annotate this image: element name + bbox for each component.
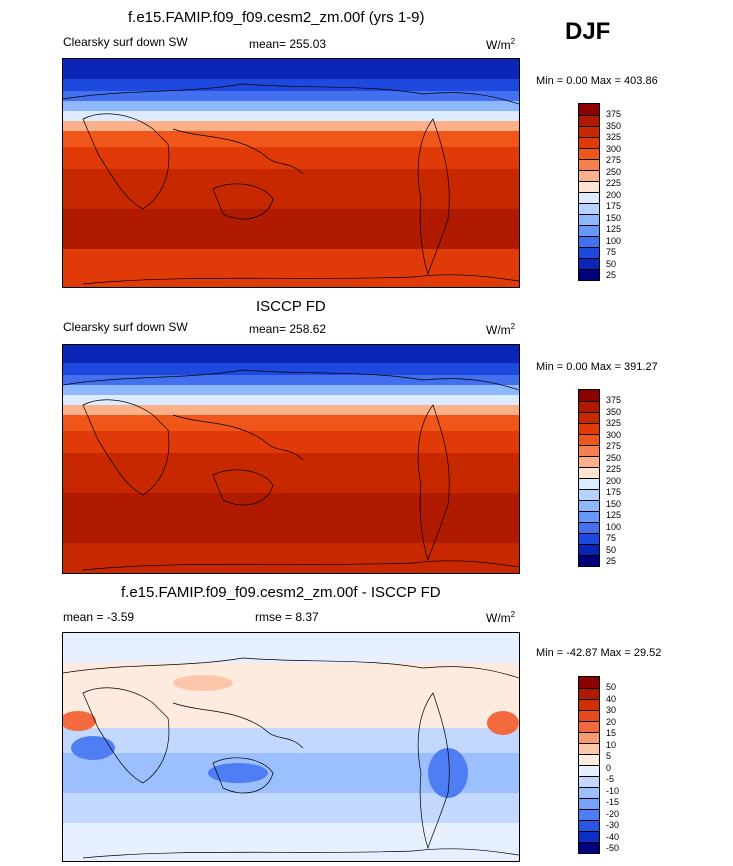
tick-label: -50	[606, 843, 620, 853]
tick-label: 375	[606, 109, 622, 119]
tick-label: 50	[606, 682, 617, 692]
tick-label: 100	[606, 236, 622, 246]
tick-label: 100	[606, 522, 622, 532]
tick-label: 375	[606, 395, 622, 405]
minmax-label: Min = 0.00 Max = 403.86	[536, 75, 658, 87]
tick-label: 15	[606, 728, 617, 738]
tick-label: 5	[606, 751, 612, 761]
map-obs-field	[63, 345, 519, 573]
tick-label: 150	[606, 213, 622, 223]
colorbar-obs	[578, 389, 600, 567]
tick-label: 350	[606, 121, 622, 131]
mean-label: mean= 255.03	[249, 37, 327, 51]
tick-label: 50	[606, 259, 617, 269]
map-obs	[62, 344, 520, 574]
tick-label: 175	[606, 201, 622, 211]
map-model-field	[63, 59, 519, 287]
rmse-label: rmse = 8.37	[255, 610, 319, 624]
units-label: W/m2	[486, 610, 516, 625]
tick-label: 75	[606, 533, 617, 543]
variable-label: Clearsky surf down SW	[63, 320, 188, 334]
tick-label: 325	[606, 132, 622, 142]
units-label: W/m2	[486, 37, 516, 52]
minmax-label: Min = -42.87 Max = 29.52	[536, 647, 662, 659]
tick-label: 275	[606, 155, 622, 165]
tick-label: -30	[606, 820, 620, 830]
tick-label: 225	[606, 178, 622, 188]
tick-label: 325	[606, 418, 622, 428]
tick-label: 225	[606, 464, 622, 474]
tick-label: 10	[606, 740, 617, 750]
panel-title: f.e15.FAMIP.f09_f09.cesm2_zm.00f (yrs 1-…	[128, 9, 425, 26]
tick-label: -10	[606, 786, 620, 796]
tick-label: 250	[606, 167, 622, 177]
colorbar-model	[578, 103, 600, 281]
season-label: DJF	[565, 18, 611, 45]
tick-label: -15	[606, 797, 620, 807]
tick-label: -5	[606, 774, 615, 784]
map-diff-field	[63, 633, 519, 861]
tick-label: 175	[606, 487, 622, 497]
tick-label: 200	[606, 190, 622, 200]
tick-label: 150	[606, 499, 622, 509]
tick-label: 200	[606, 476, 622, 486]
tick-label: 50	[606, 545, 617, 555]
panel-title: f.e15.FAMIP.f09_f09.cesm2_zm.00f - ISCCP…	[121, 584, 441, 601]
tick-label: 275	[606, 441, 622, 451]
tick-label: -20	[606, 809, 620, 819]
tick-label: 40	[606, 694, 617, 704]
tick-label: -40	[606, 832, 620, 842]
mean-label: mean= 258.62	[249, 322, 327, 336]
colorbar-diff	[578, 676, 600, 854]
map-diff	[62, 632, 520, 862]
tick-label: 30	[606, 705, 617, 715]
tick-label: 125	[606, 224, 622, 234]
minmax-label: Min = 0.00 Max = 391.27	[536, 361, 658, 373]
tick-label: 25	[606, 270, 617, 280]
tick-label: 350	[606, 407, 622, 417]
tick-label: 0	[606, 763, 612, 773]
variable-label: Clearsky surf down SW	[63, 35, 188, 49]
tick-label: 300	[606, 430, 622, 440]
tick-label: 25	[606, 556, 617, 566]
tick-label: 250	[606, 453, 622, 463]
tick-label: 300	[606, 144, 622, 154]
tick-label: 75	[606, 247, 617, 257]
tick-label: 20	[606, 717, 617, 727]
panel-title: ISCCP FD	[256, 298, 326, 315]
mean-label: mean = -3.59	[63, 610, 135, 624]
map-model	[62, 58, 520, 288]
tick-label: 125	[606, 510, 622, 520]
units-label: W/m2	[486, 322, 516, 337]
